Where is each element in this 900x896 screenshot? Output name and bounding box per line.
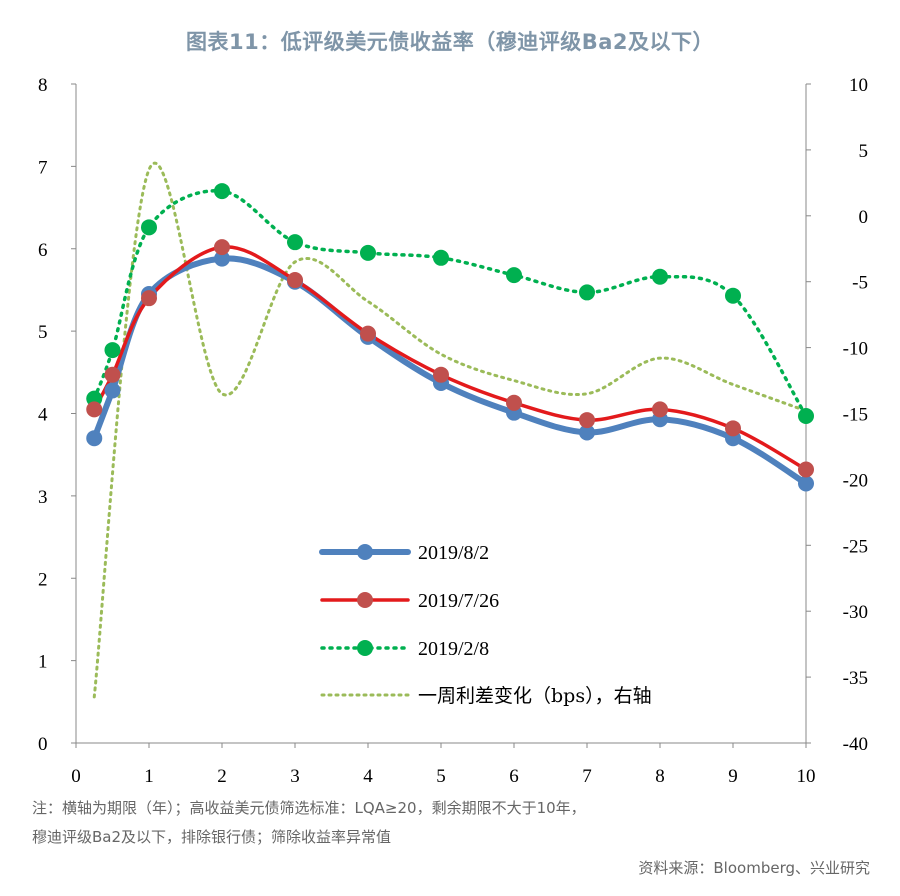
- series-line-0: [91, 255, 809, 487]
- right-tick-label: 0: [859, 207, 869, 228]
- data-point-series-2: [725, 287, 741, 304]
- data-point-series-1: [141, 290, 157, 307]
- data-point-series-2: [506, 267, 522, 284]
- data-point-series-1: [798, 461, 814, 478]
- legend: 2019/8/2 2019/7/26 2019/2/8 一周利差变化（bps），右轴: [319, 542, 652, 707]
- data-point-series-1: [104, 366, 121, 383]
- data-point-series-1: [86, 401, 103, 418]
- right-tick-label: -5: [852, 273, 868, 294]
- right-tick-label: -30: [843, 602, 868, 623]
- data-point-series-2: [652, 268, 668, 285]
- data-point-series-1: [433, 366, 449, 383]
- data-point-series-2: [798, 407, 814, 424]
- left-tick-label: 1: [38, 652, 48, 673]
- data-point-series-1: [287, 272, 303, 289]
- x-tick-label: 5: [436, 766, 446, 787]
- left-tick-label: 4: [38, 405, 48, 426]
- right-tick-label: 5: [859, 141, 869, 162]
- right-tick-label: -40: [843, 734, 868, 755]
- x-tick-label: 6: [509, 766, 519, 787]
- source-note: 资料来源：Bloomberg、兴业研究: [638, 859, 870, 877]
- series-line-2: [92, 189, 808, 418]
- data-point-series-0: [579, 424, 595, 441]
- data-point-series-2: [104, 342, 121, 359]
- x-tick-label: 2: [217, 766, 227, 787]
- left-tick-label: 5: [38, 322, 48, 343]
- chart-title: 图表11：低评级美元债收益率（穆迪评级Ba2及以下）: [185, 30, 714, 54]
- data-point-series-1: [579, 412, 595, 429]
- x-tick-label: 4: [363, 766, 373, 787]
- left-tick-label: 8: [38, 75, 48, 96]
- x-tick-label: 1: [144, 766, 154, 787]
- legend-label-1: 2019/7/26: [418, 590, 499, 612]
- right-tick-label: -15: [843, 405, 868, 426]
- right-tick-label: -25: [843, 536, 868, 557]
- legend-label-2: 2019/2/8: [418, 638, 489, 660]
- data-point-series-0: [798, 475, 814, 492]
- legend-label-0: 2019/8/2: [418, 542, 489, 564]
- left-tick-label: 3: [38, 487, 48, 508]
- legend-label-3: 一周利差变化（bps），右轴: [418, 685, 652, 707]
- legend-marker-1: [357, 592, 373, 608]
- data-point-series-1: [652, 401, 668, 418]
- x-tick-label: 8: [655, 766, 665, 787]
- series-line-3: [92, 161, 808, 699]
- left-tick-label: 0: [38, 734, 48, 755]
- data-point-series-2: [214, 183, 230, 200]
- right-tick-label: -10: [843, 339, 868, 360]
- right-tick-label: 10: [849, 75, 868, 96]
- x-tick-label: 3: [290, 766, 300, 787]
- axes: 0 1 2 3 4 5 6 7 8 -40 -35 -30 -25 -20 -15 -10 -5 0 5 10 0 1 2 3…: [38, 75, 868, 787]
- left-tick-label: 6: [38, 240, 48, 261]
- right-tick-label: -35: [843, 668, 868, 689]
- data-point-series-2: [141, 219, 157, 236]
- data-point-series-0: [86, 430, 103, 447]
- series-lines: [91, 161, 809, 699]
- left-tick-label: 7: [38, 157, 48, 178]
- legend-marker-0: [357, 544, 373, 560]
- data-point-series-2: [360, 244, 376, 261]
- x-tick-label: 0: [71, 766, 81, 787]
- x-tick-label: 7: [582, 766, 592, 787]
- x-tick-label: 9: [728, 766, 738, 787]
- left-tick-label: 2: [38, 569, 48, 590]
- line-chart: 0 1 2 3 4 5 6 7 8 -40 -35 -30 -25 -20 -15 -10 -5 0 5 10 0 1 2 3…: [38, 75, 868, 787]
- series-markers: [86, 183, 814, 492]
- legend-marker-2: [357, 640, 373, 656]
- data-point-series-1: [214, 239, 230, 256]
- footnote-line-1: 注：横轴为期限（年）；高收益美元债筛选标准：LQA≥20，剩余期限不大于10年，: [32, 799, 586, 817]
- data-point-series-2: [579, 284, 595, 301]
- data-point-series-1: [506, 394, 522, 411]
- footnote-line-2: 穆迪评级Ba2及以下，排除银行债；筛除收益率异常值: [32, 828, 392, 846]
- data-point-series-2: [433, 249, 449, 266]
- data-point-series-1: [725, 420, 741, 437]
- data-point-series-1: [360, 325, 376, 342]
- x-tick-label: 10: [797, 766, 816, 787]
- data-point-series-0: [104, 382, 121, 399]
- right-tick-label: -20: [843, 470, 868, 491]
- data-point-series-0: [214, 250, 230, 267]
- data-point-series-2: [287, 234, 303, 251]
